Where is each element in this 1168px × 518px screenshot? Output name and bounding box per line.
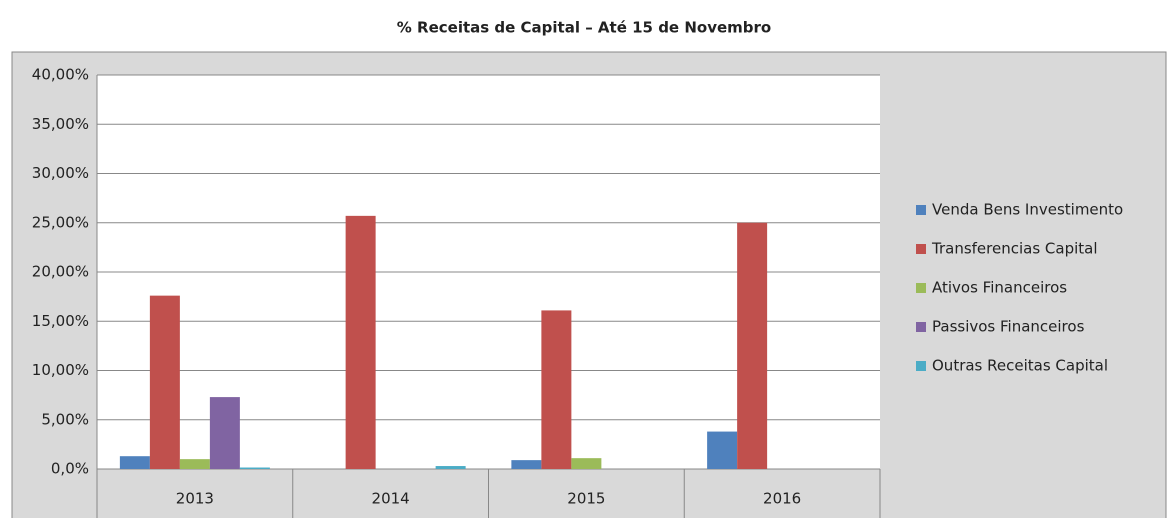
legend-swatch: [916, 361, 926, 371]
x-tick-label: 2014: [372, 490, 410, 508]
legend-label: Outras Receitas Capital: [932, 357, 1108, 375]
y-tick-label: 25,00%: [32, 213, 89, 231]
y-tick-label: 40,00%: [32, 66, 89, 84]
y-tick-label: 0,0%: [51, 460, 89, 478]
bar: [571, 458, 602, 469]
y-tick-label: 5,00%: [41, 410, 89, 428]
bar: [541, 310, 572, 469]
bar: [345, 215, 376, 469]
bar: [209, 397, 240, 469]
legend-label: Venda Bens Investimento: [932, 201, 1123, 219]
legend-label: Transferencias Capital: [931, 240, 1098, 258]
y-tick-label: 35,00%: [32, 115, 89, 133]
bar: [149, 295, 180, 469]
legend-swatch: [916, 244, 926, 254]
x-tick-label: 2013: [176, 490, 214, 508]
x-tick-label: 2015: [567, 490, 605, 508]
legend-swatch: [916, 283, 926, 293]
bar: [435, 466, 466, 469]
y-tick-label: 30,00%: [32, 164, 89, 182]
bar: [511, 460, 542, 469]
legend-label: Ativos Financeiros: [932, 279, 1067, 297]
bar: [119, 456, 150, 469]
bar: [239, 467, 270, 469]
bar: [707, 431, 738, 469]
legend-swatch: [916, 205, 926, 215]
chart-title: % Receitas de Capital – Até 15 de Novemb…: [397, 19, 771, 37]
bar: [179, 459, 210, 469]
legend-label: Passivos Financeiros: [932, 318, 1085, 336]
x-tick-label: 2016: [763, 490, 801, 508]
y-tick-label: 15,00%: [32, 312, 89, 330]
y-tick-label: 20,00%: [32, 263, 89, 281]
legend-swatch: [916, 322, 926, 332]
y-tick-label: 10,00%: [32, 361, 89, 379]
bar: [737, 222, 768, 469]
